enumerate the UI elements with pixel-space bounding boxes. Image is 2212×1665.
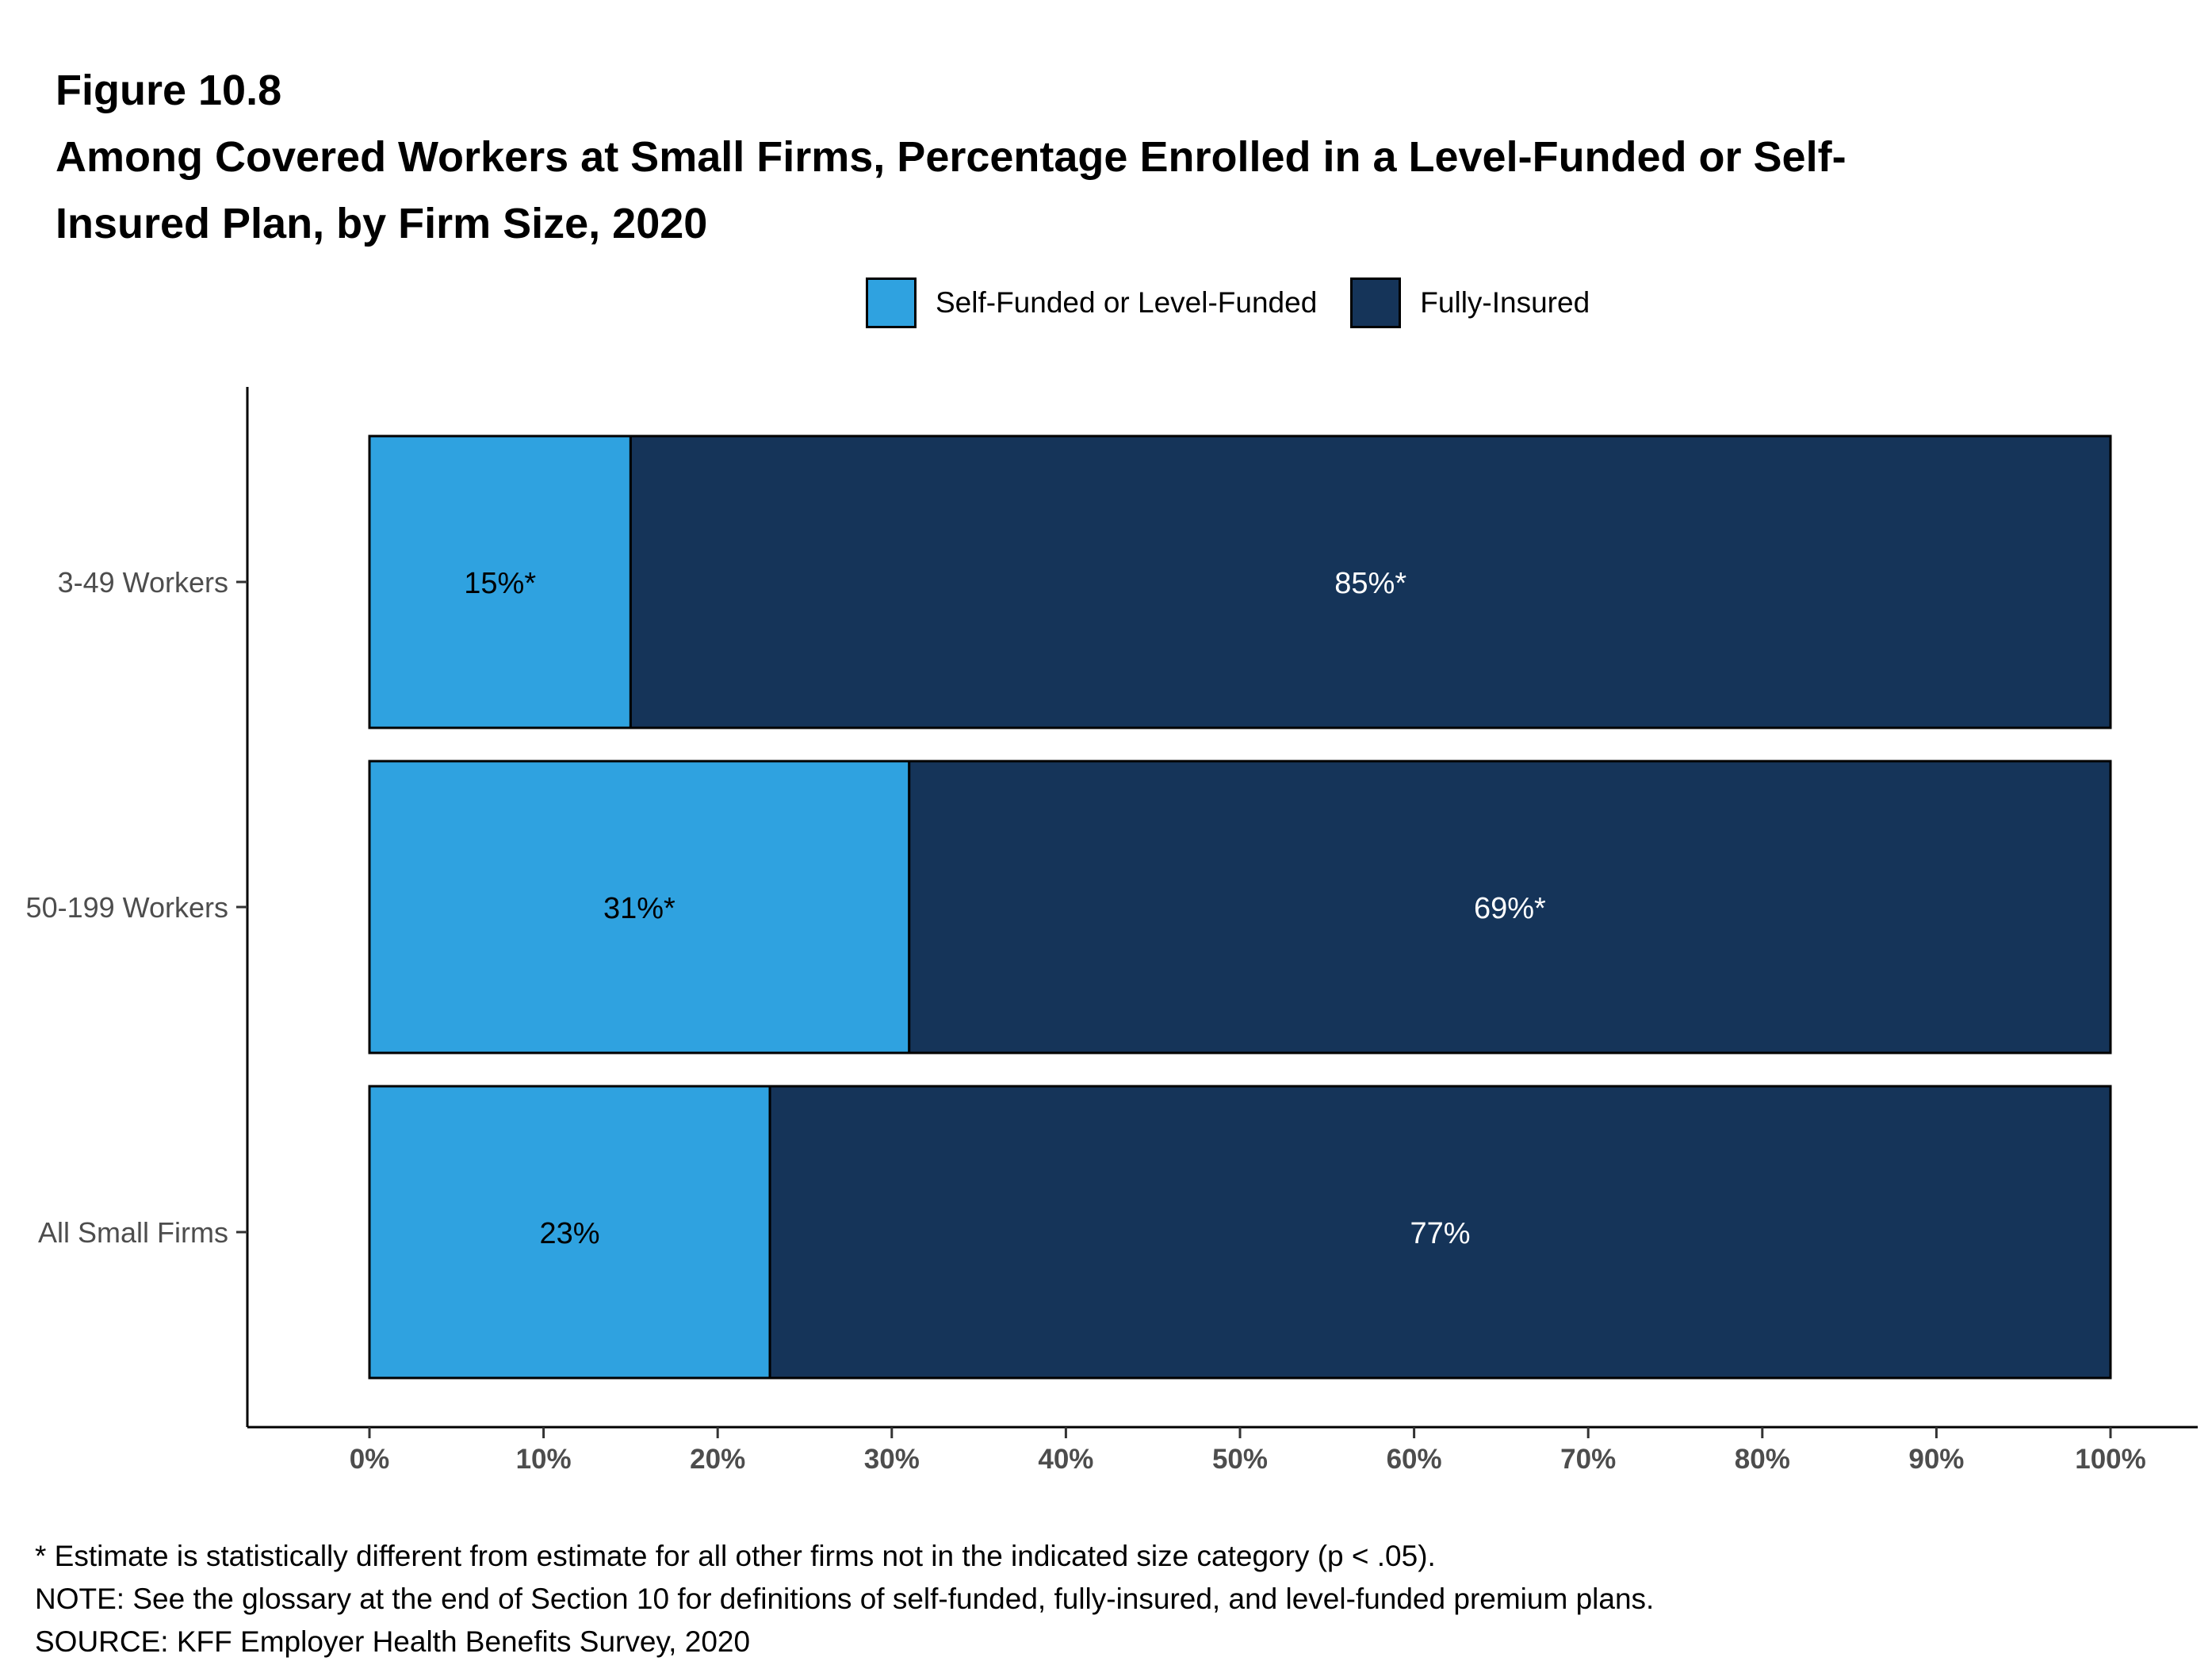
bar-self-funded — [368, 760, 911, 1054]
x-tick-label: 0% — [350, 1444, 390, 1475]
bar-fully-insured — [629, 434, 2112, 729]
chart-title: Among Covered Workers at Small Firms, Pe… — [55, 133, 1847, 247]
stacked-bar-chart: 0% 10% 20% 30% 40% 50% 60% 70% 80% 90% 100% 3-49 Wo… — [26, 387, 2198, 1475]
bar-self-funded — [368, 1085, 771, 1380]
x-tick-label: 90% — [1908, 1444, 1964, 1475]
y-category-label: 50-199 Workers — [26, 891, 228, 924]
bar-fully-insured — [768, 1085, 2112, 1380]
legend-label-self-funded: Self-Funded or Level-Funded — [936, 286, 1318, 319]
legend-item-self-funded: Self-Funded or Level-Funded — [866, 278, 1317, 328]
y-category-label: 3-49 Workers — [58, 566, 228, 599]
figure-label: Figure 10.8 — [55, 67, 282, 114]
x-tick-label: 20% — [690, 1444, 745, 1475]
x-tick-label: 10% — [516, 1444, 572, 1475]
bar-self-funded — [368, 434, 632, 729]
footnote-note: NOTE: See the glossary at the end of Sec… — [35, 1583, 1655, 1615]
footnote-significance: * Estimate is statistically different fr… — [35, 1540, 1436, 1572]
y-category-label: All Small Firms — [38, 1216, 228, 1249]
x-tick-label: 100% — [2075, 1444, 2146, 1475]
footnote-source: SOURCE: KFF Employer Health Benefits Sur… — [35, 1625, 751, 1658]
bar-fully-insured — [908, 760, 2112, 1054]
x-tick-label: 30% — [864, 1444, 920, 1475]
footnotes: * Estimate is statistically different fr… — [35, 1535, 1654, 1663]
x-tick-label: 50% — [1212, 1444, 1268, 1475]
data-label: 69%* — [1474, 892, 1546, 925]
data-label: 85%* — [1334, 567, 1406, 600]
data-label: 31%* — [603, 892, 675, 925]
data-label: 77% — [1410, 1217, 1471, 1250]
x-tick-label: 80% — [1735, 1444, 1790, 1475]
title-block: Figure 10.8 Among Covered Workers at Sma… — [55, 57, 2117, 257]
legend-item-fully-insured: Fully-Insured — [1350, 278, 1590, 328]
legend-swatch-fully-insured — [1350, 278, 1402, 328]
data-label: 23% — [540, 1217, 600, 1250]
legend-label-fully-insured: Fully-Insured — [1420, 286, 1590, 319]
x-tick-label: 60% — [1387, 1444, 1442, 1475]
x-tick-label: 70% — [1560, 1444, 1616, 1475]
data-label: 15%* — [464, 567, 536, 600]
legend-swatch-self-funded — [866, 278, 917, 328]
x-tick-label: 40% — [1038, 1444, 1093, 1475]
legend: Self-Funded or Level-Funded Fully-Insure… — [866, 274, 1623, 331]
